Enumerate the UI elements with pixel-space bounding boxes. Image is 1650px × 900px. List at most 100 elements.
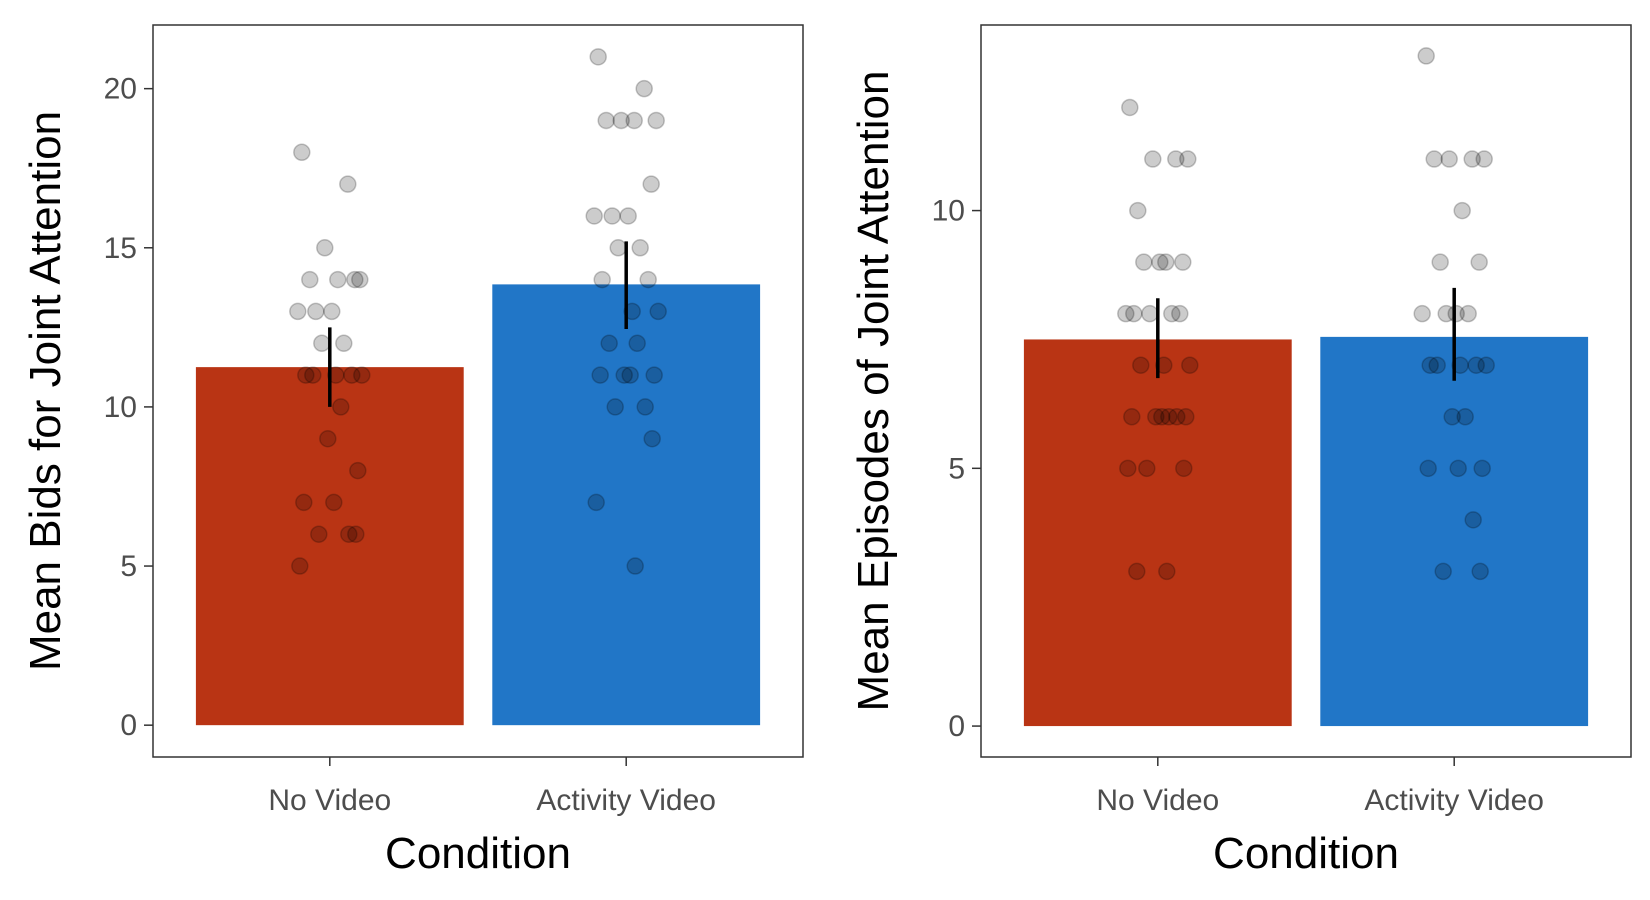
- data-point: [1123, 408, 1141, 426]
- data-point: [1151, 253, 1169, 271]
- data-point: [609, 239, 627, 257]
- data-point: [340, 525, 358, 543]
- data-point: [1471, 562, 1489, 581]
- y-tick-label: 10: [932, 195, 965, 228]
- data-point: [351, 270, 369, 289]
- panel-border: [980, 24, 1632, 758]
- data-point: [639, 270, 657, 289]
- data-point: [301, 270, 319, 289]
- data-point: [1138, 459, 1156, 478]
- data-point: [332, 398, 350, 416]
- data-point: [1171, 304, 1189, 323]
- data-point: [1181, 356, 1199, 374]
- y-tick-label: 0: [120, 709, 137, 742]
- right-chart-panel: 0 5 10 No Video Activity Video Condition Mean …: [849, 24, 1632, 878]
- data-point: [313, 334, 331, 353]
- x-tick-label: No Video: [268, 784, 391, 817]
- data-point: [593, 270, 611, 289]
- data-point: [597, 111, 615, 130]
- data-point: [1464, 511, 1482, 529]
- bar-activity-video: [1320, 336, 1589, 727]
- data-point: [307, 302, 325, 321]
- data-point: [323, 302, 341, 321]
- y-tick-label: 10: [104, 391, 137, 424]
- data-point: [1147, 408, 1165, 426]
- data-point: [1168, 408, 1186, 426]
- data-point: [289, 302, 307, 321]
- data-point: [339, 175, 357, 193]
- data-point: [1177, 408, 1195, 426]
- y-tick-label: 5: [120, 550, 137, 583]
- data-point: [1463, 150, 1481, 168]
- data-point: [645, 366, 663, 384]
- data-point: [621, 366, 639, 384]
- data-point: [1473, 459, 1491, 478]
- data-point: [1434, 562, 1452, 581]
- x-axis-title: Condition: [385, 829, 571, 878]
- data-point: [1158, 562, 1176, 581]
- data-point: [310, 525, 328, 543]
- data-point: [329, 270, 347, 289]
- data-point: [1119, 459, 1137, 478]
- data-point: [343, 366, 361, 384]
- data-point: [1443, 408, 1461, 426]
- x-tick-label: Activity Video: [536, 784, 716, 817]
- data-point: [1431, 253, 1449, 271]
- data-point: [600, 334, 618, 353]
- data-point: [1467, 356, 1485, 374]
- bar-activity-video: [492, 284, 761, 726]
- data-point: [1175, 459, 1193, 478]
- y-axis-title: Mean Bids for Joint Attention: [21, 111, 70, 671]
- y-tick-label: 20: [104, 73, 137, 106]
- data-point: [1419, 459, 1437, 478]
- data-point: [1179, 150, 1197, 168]
- data-point: [1117, 304, 1135, 323]
- data-point: [1437, 304, 1455, 323]
- data-point: [347, 525, 365, 543]
- data-point: [1470, 253, 1488, 271]
- data-point: [1425, 150, 1443, 168]
- data-point: [1451, 356, 1469, 374]
- y-tick-label: 0: [948, 710, 965, 743]
- y-axis-title: Mean Episodes of Joint Attention: [849, 71, 898, 712]
- data-point: [649, 302, 667, 321]
- data-point: [1153, 408, 1171, 426]
- data-point: [1174, 253, 1192, 271]
- data-point: [636, 398, 654, 416]
- data-point: [1459, 304, 1477, 323]
- data-point: [1456, 408, 1474, 426]
- data-point: [1163, 304, 1181, 323]
- data-point: [587, 493, 605, 512]
- data-point: [635, 79, 653, 98]
- data-point: [1440, 150, 1458, 168]
- data-point: [626, 557, 644, 575]
- data-point: [1135, 253, 1153, 271]
- x-tick-label: No Video: [1096, 784, 1219, 817]
- x-tick-label: Activity Video: [1364, 784, 1544, 817]
- data-point: [316, 239, 334, 257]
- data-point: [623, 302, 641, 321]
- data-point: [349, 461, 367, 480]
- data-point: [1475, 150, 1493, 168]
- y-tick-label: 15: [104, 232, 137, 265]
- data-point: [1447, 304, 1465, 323]
- data-point: [327, 366, 345, 384]
- data-point: [291, 557, 309, 575]
- data-point: [591, 366, 609, 384]
- data-point: [628, 334, 646, 353]
- data-point: [297, 366, 315, 384]
- bar-no-video: [195, 367, 464, 726]
- data-point: [625, 111, 643, 130]
- data-point: [1160, 408, 1178, 426]
- data-point: [1132, 356, 1150, 374]
- data-point: [642, 175, 660, 193]
- data-point: [1449, 459, 1467, 478]
- data-point: [335, 334, 353, 353]
- data-point: [304, 366, 322, 384]
- data-point: [603, 207, 621, 225]
- data-point: [612, 111, 630, 130]
- data-point: [585, 207, 603, 225]
- data-point: [1125, 304, 1143, 323]
- data-point: [293, 143, 311, 162]
